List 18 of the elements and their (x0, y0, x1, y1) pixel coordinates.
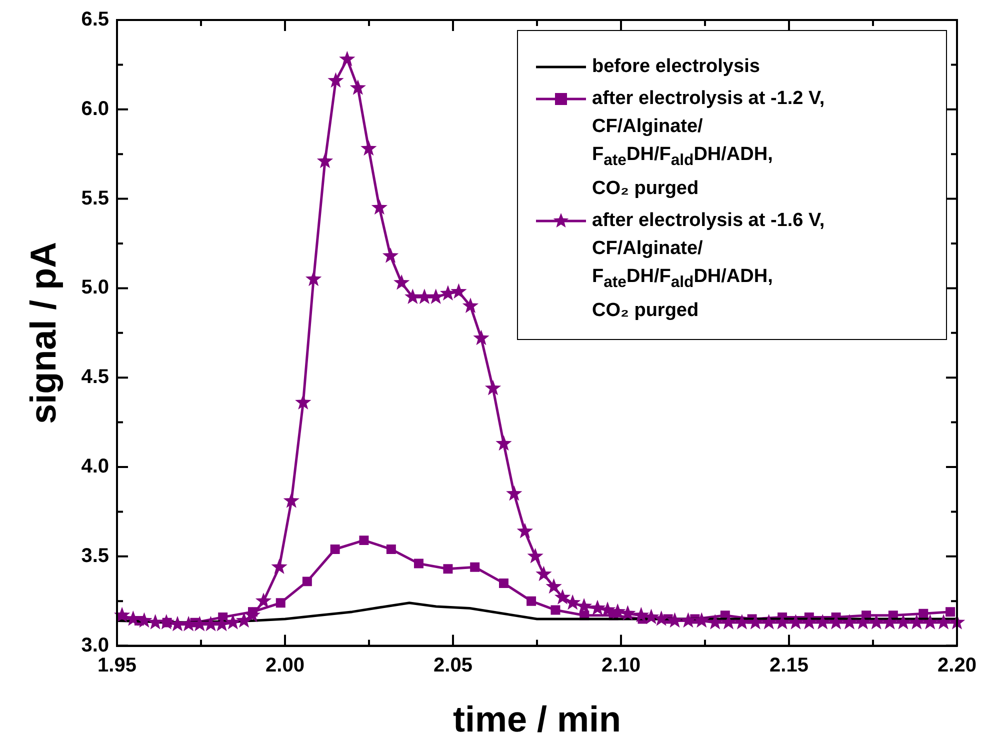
y-tick-label: 6.5 (81, 8, 110, 31)
y-tick-label: 6.0 (81, 98, 110, 120)
x-tick-label: 1.95 (98, 654, 136, 676)
text: 2.00 (266, 654, 304, 676)
text: 2.10 (602, 654, 640, 676)
legend-label: before electrolysis (592, 55, 760, 79)
x-tick-label: 2.15 (770, 654, 808, 676)
x-tick-label: 2.05 (434, 654, 472, 676)
y-axis-title: signal / pA (22, 242, 64, 424)
y-tick-label: 5.0 (81, 276, 110, 299)
y-tick-label: 3.0 (81, 634, 110, 656)
y-tick-label: 4.0 (81, 456, 110, 478)
x-axis-title: time / min (452, 698, 622, 740)
text: 2.20 (938, 654, 976, 676)
y-tick-label: 5.5 (81, 187, 110, 210)
y-tick-label: 4.5 (81, 366, 110, 388)
legend-label: after electrolysis at -1.6 V, CF/Alginate/ F$_{ate}$DH/F$_{ald}$DH/ADH, CO₂ purged (592, 208, 825, 323)
y-tick-label: 3.5 (81, 544, 110, 567)
